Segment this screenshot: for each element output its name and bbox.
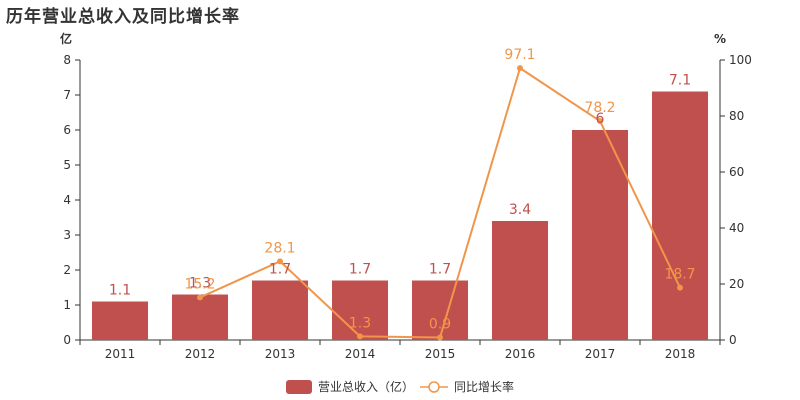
bar-value-label: 1.7 [269,262,291,278]
y-left-tick-label: 8 [63,53,71,67]
bar-value-label: 7.1 [669,73,691,89]
y-axis-left-unit: 亿 [60,31,72,46]
x-tick-label: 2015 [425,347,456,361]
y-right-tick-label: 80 [729,109,744,123]
y-axis-right-unit: % [714,32,726,46]
bar-value-label: 3.4 [509,202,531,218]
line-value-label: 0.9 [429,316,451,332]
x-tick-label: 2011 [105,347,136,361]
legend-swatch-bar [286,380,312,394]
y-left-tick-label: 0 [63,333,71,347]
bar [492,221,548,340]
line-value-label: 18.7 [664,267,695,283]
line-point [277,258,283,265]
x-tick-label: 2014 [345,347,376,361]
y-right-tick-label: 20 [729,277,744,291]
legend-swatch-line-marker [428,381,440,393]
line-value-label: 97.1 [504,47,535,63]
bar [92,301,148,340]
y-left-tick-label: 7 [63,88,71,102]
line-point [437,334,443,341]
line-point [357,333,363,340]
line-value-label: 1.3 [349,315,371,331]
x-tick-label: 2016 [505,347,536,361]
x-tick-label: 2017 [585,347,616,361]
line-point [197,294,203,301]
legend-label-bar: 营业总收入（亿） [318,379,414,394]
y-left-tick-label: 4 [63,193,71,207]
x-tick-label: 2012 [185,347,216,361]
y-right-tick-label: 40 [729,221,744,235]
bar-value-label: 1.7 [349,262,371,278]
line-point [597,118,603,125]
bar-value-label: 1.3 [189,276,211,292]
bar [252,280,308,340]
y-right-tick-label: 60 [729,165,744,179]
x-tick-label: 2018 [665,347,696,361]
y-right-tick-label: 100 [729,53,752,67]
line-point [517,65,523,72]
bar-value-label: 1.7 [429,262,451,278]
line-value-label: 78.2 [584,100,615,116]
bar-value-label: 6 [596,111,605,127]
bar [412,280,468,340]
line-value-label: 15.2 [184,276,215,292]
bar [652,91,708,340]
line-value-label: 28.1 [264,240,295,256]
y-left-tick-label: 5 [63,158,71,172]
y-left-tick-label: 6 [63,123,71,137]
chart-title: 历年营业总收入及同比增长率 [6,7,240,27]
bar [572,130,628,340]
y-left-tick-label: 2 [63,263,71,277]
bar [172,294,228,340]
y-left-tick-label: 1 [63,298,71,312]
y-left-tick-label: 3 [63,228,71,242]
legend-label-line: 同比增长率 [454,379,514,394]
y-right-tick-label: 0 [729,333,737,347]
bar [332,280,388,340]
bar-value-label: 1.1 [109,283,131,299]
x-tick-label: 2013 [265,347,296,361]
line-point [677,284,683,291]
